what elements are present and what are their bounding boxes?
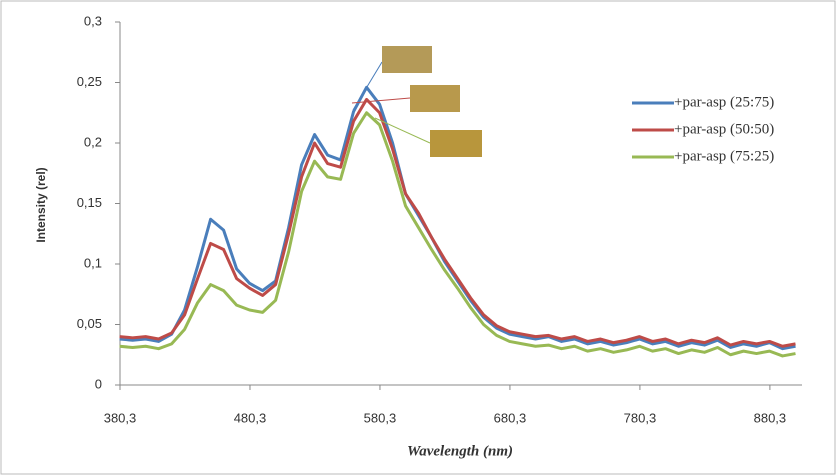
x-tick-label: 380,3 [104,410,137,425]
y-tick-label: 0,25 [77,74,102,89]
legend-label: +par-asp (50:50) [674,121,774,137]
leader-line [374,117,431,144]
series-line [119,111,796,358]
y-axis-title: Intensity (rel) [34,167,48,242]
leader-line [351,97,411,104]
legend-label: +par-asp (25:75) [674,94,774,110]
x-tick-label: 880,3 [754,410,787,425]
y-tick-label: 0,3 [84,13,102,28]
x-axis-title: Wavelength (nm) [407,443,513,459]
y-tick-label: 0,05 [77,316,102,331]
x-tick-label: 480,3 [234,410,267,425]
x-tick-label: 780,3 [624,410,657,425]
swatch [410,85,460,112]
x-tick-label: 580,3 [364,410,397,425]
y-tick-label: 0 [95,376,102,391]
y-tick-label: 0,2 [84,134,102,149]
sample-swatches [351,46,482,157]
series-line [119,97,796,348]
swatch [382,46,432,73]
y-tick-label: 0,15 [77,195,102,210]
swatch [430,130,482,157]
y-tick-label: 0,1 [84,255,102,270]
legend-label: +par-asp (75:25) [674,148,774,164]
x-tick-label: 680,3 [494,410,527,425]
